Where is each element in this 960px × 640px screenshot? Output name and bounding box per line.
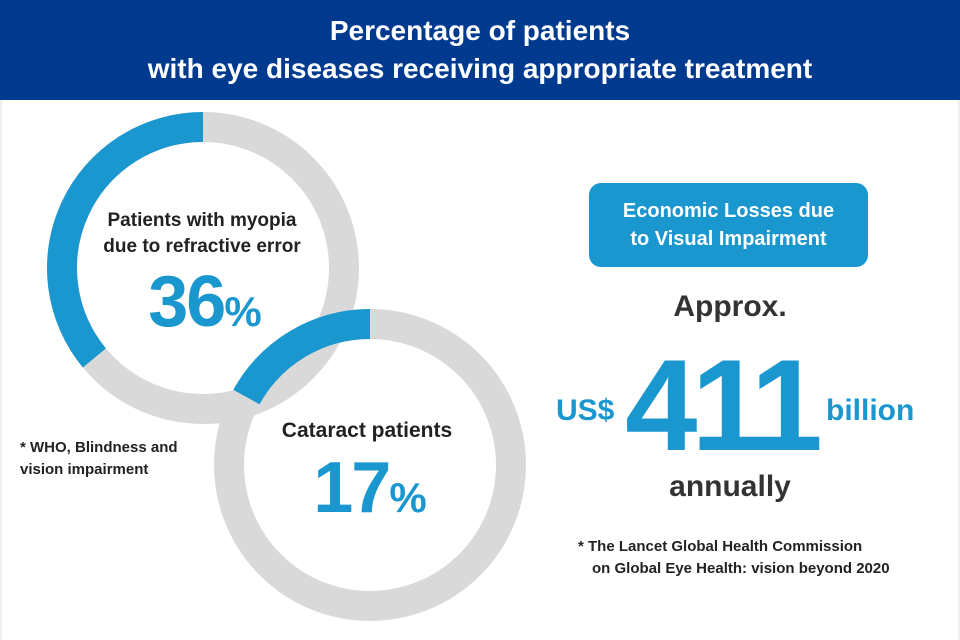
lancet-footnote-line-1: * The Lancet Global Health Commission	[578, 538, 863, 555]
cataract-value: 17	[313, 448, 391, 528]
who-footnote: * WHO, Blindness and vision impairment	[20, 439, 178, 478]
frame-right	[958, 100, 960, 640]
economic-losses-badge: Economic Losses due to Visual Impairment	[589, 183, 868, 267]
frame-left	[0, 100, 2, 640]
title-line-1: Percentage of patients	[329, 15, 631, 46]
myopia-value-arc	[47, 112, 204, 368]
lancet-footnote: * The Lancet Global Health Commission on…	[578, 536, 898, 580]
title-line-2: with eye diseases receiving appropriate …	[147, 53, 813, 84]
donut-cataract	[214, 309, 526, 621]
cataract-label-line-1: Cataract patients	[281, 419, 453, 442]
myopia-label-line-2: due to refractive error	[103, 236, 301, 257]
cataract-percentage: 17%	[290, 448, 450, 538]
cataract-value-arc	[233, 309, 371, 405]
currency-label: US$	[556, 394, 615, 427]
approx-label: Approx.	[673, 290, 787, 323]
myopia-percentage: 36%	[120, 262, 290, 352]
header-banner: Percentage of patients with eye diseases…	[0, 0, 960, 100]
loss-amount: 411	[625, 332, 823, 478]
myopia-label-line-1: Patients with myopia	[107, 210, 297, 231]
period-label: annually	[669, 470, 791, 503]
myopia-label: Patients with myopia due to refractive e…	[92, 208, 312, 260]
badge-line-1: Economic Losses due	[622, 200, 835, 222]
myopia-value: 36	[148, 262, 226, 342]
donut-myopia	[47, 112, 359, 424]
cataract-unit: %	[389, 474, 427, 521]
myopia-unit: %	[224, 288, 262, 335]
amount-unit: billion	[826, 394, 915, 427]
badge-line-2: to Visual Impairment	[630, 228, 827, 250]
lancet-footnote-line-2: on Global Eye Health: vision beyond 2020	[592, 560, 890, 577]
cataract-label: Cataract patients	[262, 418, 472, 444]
